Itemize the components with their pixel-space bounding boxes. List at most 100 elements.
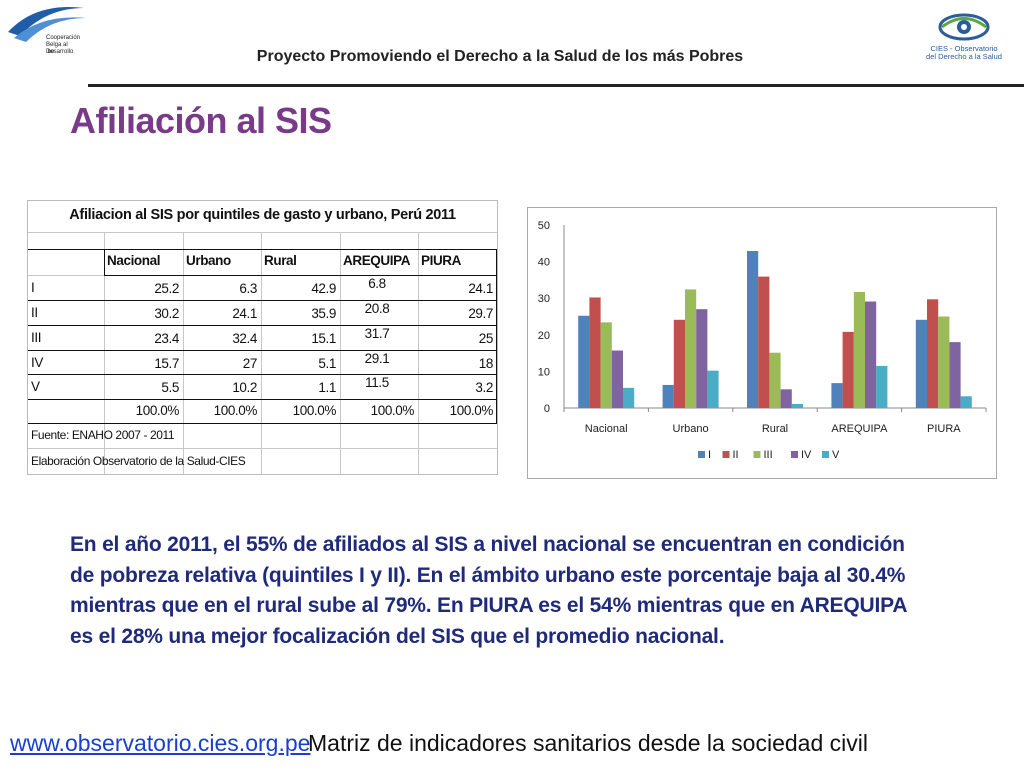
legend-swatch — [698, 451, 705, 458]
table-border — [104, 275, 497, 276]
x-tick-label: AREQUIPA — [831, 423, 888, 435]
table-cell: 15.1 — [311, 331, 336, 346]
y-tick-label: 40 — [538, 257, 550, 269]
table-column-header: PIURA — [421, 253, 462, 268]
logo-left-line-1: Cooperación — [46, 35, 81, 41]
footer-tagline: Matriz de indicadores sanitarios desde l… — [308, 730, 868, 756]
table-cell: 3.2 — [475, 380, 493, 395]
legend-swatch — [753, 451, 761, 458]
table-cell: 35.9 — [311, 306, 336, 321]
slide-title: Afiliación al SIS — [70, 100, 332, 141]
table-cell: 30.2 — [154, 306, 179, 321]
table-border — [28, 399, 497, 400]
table-row-label: IV — [31, 355, 43, 370]
observatorio-website-link[interactable]: www.observatorio.cies.org.pe — [10, 730, 311, 756]
bar-nacional-i — [578, 315, 590, 408]
table-border — [28, 350, 497, 351]
table-gridline — [340, 232, 341, 474]
table-column-header: Urbano — [186, 253, 231, 268]
legend-label: V — [832, 449, 840, 461]
x-tick-label: Nacional — [585, 423, 628, 435]
table-cell: 29.1 — [364, 351, 390, 366]
legend-swatch — [722, 451, 730, 458]
legend-label: IV — [801, 449, 812, 461]
summary-paragraph: En el año 2011, el 55% de afiliados al S… — [70, 533, 907, 648]
table-gridline — [418, 232, 419, 474]
table-cell: 23.4 — [154, 331, 179, 346]
table-cell: 20.8 — [364, 301, 390, 316]
bar-nacional-iii — [600, 322, 612, 408]
table-total-cell: 100.0% — [292, 403, 337, 418]
table-cell: 24.1 — [468, 281, 493, 296]
table-gridline — [28, 232, 497, 233]
table-row-label: II — [31, 305, 38, 320]
x-tick-label: PIURA — [927, 423, 961, 435]
header-title: Proyecto Promoviendo el Derecho a la Sal… — [256, 48, 744, 65]
table-row-label: V — [31, 379, 40, 394]
table-border — [28, 249, 497, 250]
table-cell: 6.8 — [368, 276, 386, 291]
bar-nacional-v — [623, 387, 635, 408]
cooperacion-belga-logo: Cooperación Belga al Desarrollo .be — [6, 2, 88, 64]
table-cell: 15.7 — [154, 356, 179, 371]
table-cell: 32.4 — [232, 331, 257, 346]
legend-label: III — [764, 449, 773, 461]
bar-piura-i — [915, 319, 927, 408]
x-tick-label: Rural — [762, 423, 788, 435]
table-cell: 24.1 — [232, 306, 257, 321]
table-caption: Afiliacion al SIS por quintiles de gasto… — [69, 207, 456, 223]
bar-rural-i — [747, 250, 759, 408]
bar-arequipa-ii — [842, 331, 854, 408]
y-tick-label: 30 — [538, 293, 550, 305]
table-cell: 5.5 — [161, 380, 179, 395]
table-gridline — [28, 448, 497, 449]
x-tick-label: Urbano — [673, 423, 709, 435]
bar-arequipa-iv — [865, 301, 877, 408]
table-row-label: III — [31, 330, 42, 345]
table-cell: 11.5 — [365, 375, 389, 390]
table-cell: 25 — [478, 331, 494, 346]
bar-nacional-ii — [589, 297, 601, 408]
bar-urbano-v — [707, 370, 719, 408]
sis-affiliation-table: Afiliacion al SIS por quintiles de gasto… — [27, 200, 498, 475]
table-cell: 31.7 — [364, 326, 390, 341]
table-gridline — [104, 232, 105, 474]
table-row-label: I — [31, 280, 35, 295]
table-cell: 5.1 — [318, 356, 336, 371]
bar-rural-iv — [780, 389, 792, 408]
bar-piura-ii — [927, 299, 939, 408]
legend-swatch — [822, 451, 829, 458]
table-border — [28, 423, 497, 424]
table-cell: 25.2 — [154, 281, 179, 296]
table-cell: 27 — [242, 356, 258, 371]
table-total-cell: 100.0% — [370, 403, 415, 418]
y-tick-label: 20 — [538, 330, 550, 342]
table-cell: 6.3 — [239, 281, 257, 296]
header-divider — [88, 84, 1024, 87]
y-tick-label: 0 — [544, 403, 550, 415]
y-tick-label: 50 — [538, 220, 550, 232]
bar-piura-v — [960, 396, 972, 408]
table-cell: 18 — [478, 356, 494, 371]
table-total-cell: 100.0% — [213, 403, 258, 418]
legend-swatch — [791, 451, 798, 458]
bar-rural-ii — [758, 276, 770, 408]
logo-right-line-2: del Derecho a la Salud — [926, 52, 1002, 61]
table-cell: 42.9 — [311, 281, 336, 296]
table-gridline — [261, 232, 262, 474]
sis-affiliation-chart: 0 10 20 30 40 50 Nacional Urbano Rural AREQUIPA PI… — [527, 207, 997, 479]
table-source-note: Fuente: ENAHO 2007 - 2011 — [31, 428, 175, 442]
table-border — [496, 249, 497, 423]
table-total-cell: 100.0% — [449, 403, 494, 418]
table-gridline — [183, 232, 184, 474]
bar-rural-iii — [769, 352, 781, 408]
bar-urbano-ii — [673, 319, 685, 408]
table-column-header: AREQUIPA — [343, 253, 411, 268]
bar-rural-v — [791, 403, 803, 408]
bar-arequipa-iii — [853, 291, 865, 408]
bar-nacional-iv — [611, 350, 623, 408]
legend-label: II — [733, 449, 739, 461]
table-cell: 29.7 — [468, 306, 493, 321]
table-elaboration-note: Elaboración Observatorio de la Salud-CIE… — [31, 454, 246, 468]
bar-piura-iv — [949, 342, 961, 408]
